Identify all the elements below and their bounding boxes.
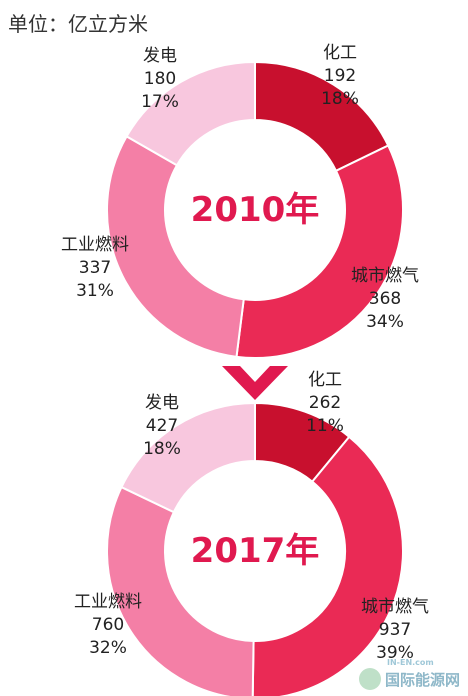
label-2017-chemical-percent: 11% xyxy=(306,416,344,436)
unit-label: 单位：亿立方米 xyxy=(8,12,148,36)
label-2017-chemical-value: 262 xyxy=(309,393,341,413)
label-2010-power-name: 发电 xyxy=(143,46,177,66)
slice-2010-industrial xyxy=(106,135,245,358)
watermark: 国际能源网 IN-EN.com xyxy=(358,658,460,690)
watermark-brand: 国际能源网 xyxy=(384,670,460,689)
slice-2010-citygas xyxy=(235,144,404,359)
slice-2017-citygas xyxy=(251,435,404,696)
center-label-2017: 2017年 xyxy=(191,531,320,571)
watermark-logo-icon xyxy=(358,668,381,690)
donut-2017 xyxy=(106,401,404,696)
label-2010-chemical-value: 192 xyxy=(324,66,356,86)
slice-2017-power xyxy=(120,401,256,514)
label-2010-citygas-percent: 34% xyxy=(366,312,404,332)
label-2017-industrial-name: 工业燃料 xyxy=(74,592,142,612)
donut-2010 xyxy=(106,60,404,359)
label-2010-citygas-name: 城市燃气 xyxy=(351,266,419,286)
label-2010-citygas-value: 368 xyxy=(369,289,401,309)
label-2010-industrial-name: 工业燃料 xyxy=(61,235,129,255)
watermark-site: IN-EN.com xyxy=(386,658,434,667)
slice-2017-industrial xyxy=(106,485,255,696)
label-2017-industrial-percent: 32% xyxy=(89,638,127,658)
center-label-2010: 2010年 xyxy=(191,190,320,230)
down-arrow-icon xyxy=(222,366,288,400)
label-2010-chemical-name: 化工 xyxy=(323,43,357,63)
label-2010-chemical-percent: 18% xyxy=(321,89,359,109)
label-2017-chemical-name: 化工 xyxy=(308,370,342,390)
label-2017-citygas-name: 城市燃气 xyxy=(361,597,429,617)
label-2010-industrial-value: 337 xyxy=(79,258,111,278)
label-2010-power-percent: 17% xyxy=(141,92,179,112)
slice-2010-power xyxy=(125,60,256,167)
label-2017-power-name: 发电 xyxy=(145,393,179,413)
labels-2017: 化工 262 11% 城市燃气 937 39% 工业燃料 760 32% 发电 … xyxy=(74,370,429,663)
label-2017-citygas-percent: 39% xyxy=(376,643,414,663)
label-2010-power-value: 180 xyxy=(144,69,176,89)
label-2017-power-percent: 18% xyxy=(143,439,181,459)
label-2017-citygas-value: 937 xyxy=(379,620,411,640)
labels-2010: 化工 192 18% 城市燃气 368 34% 工业燃料 337 31% 发电 … xyxy=(61,43,419,332)
label-2010-industrial-percent: 31% xyxy=(76,281,114,301)
label-2017-industrial-value: 760 xyxy=(92,615,124,635)
label-2017-power-value: 427 xyxy=(146,416,178,436)
